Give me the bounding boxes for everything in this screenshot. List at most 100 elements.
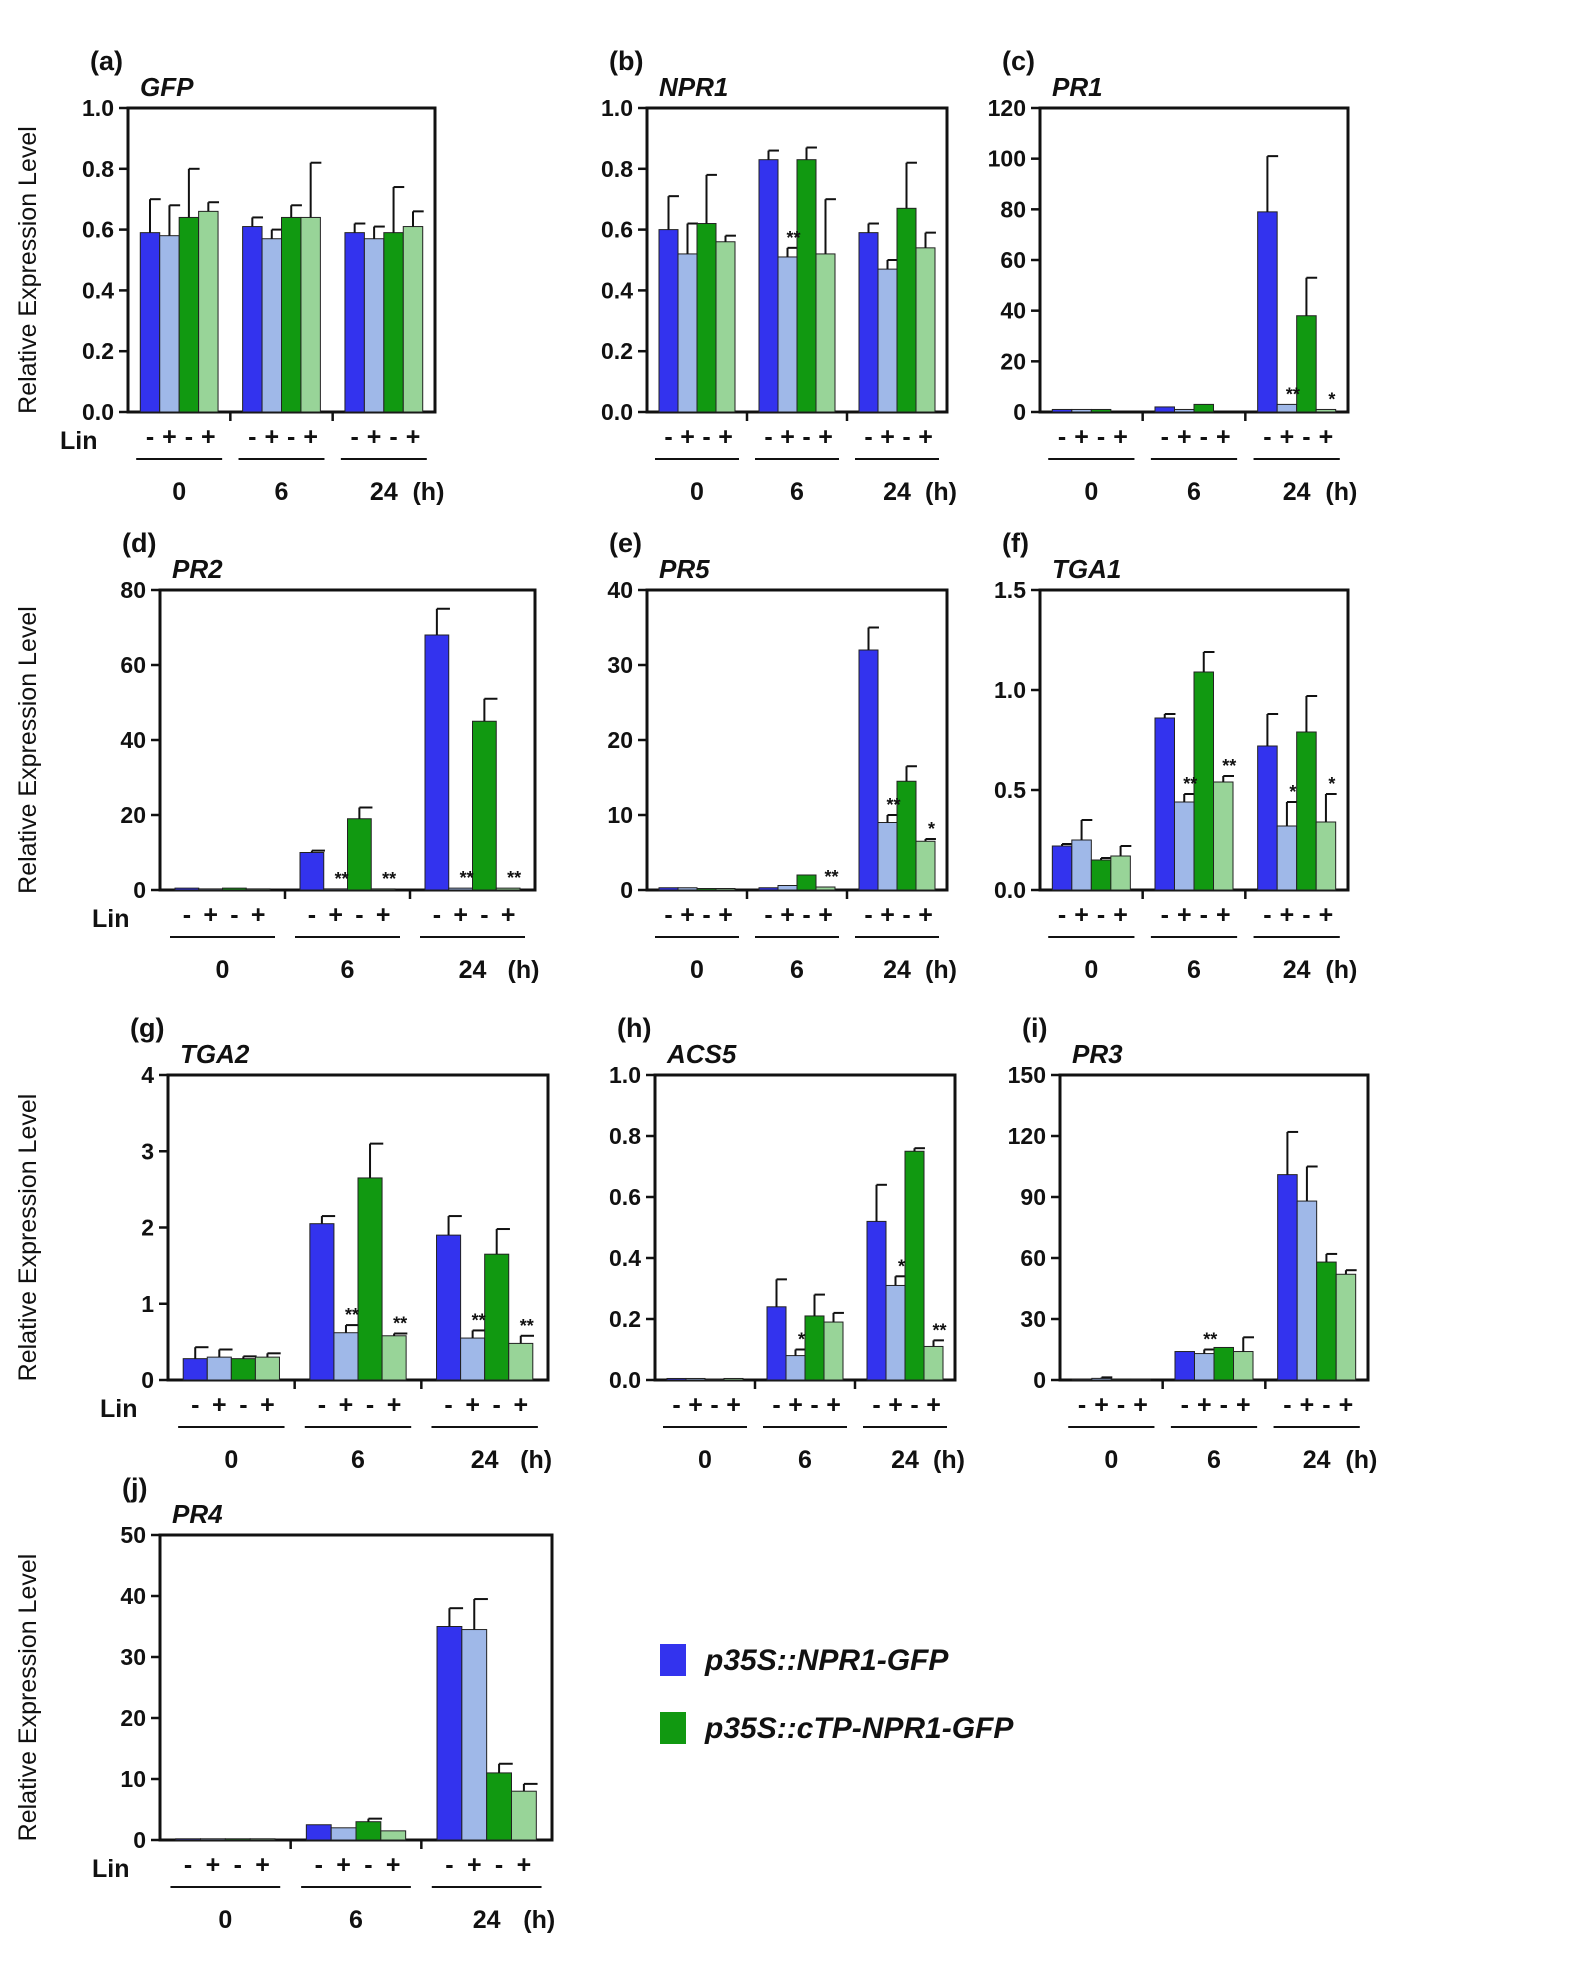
lin-minus-sign: - (1078, 1391, 1086, 1419)
lin-minus-sign: - (495, 1851, 503, 1879)
lin-plus-sign: + (303, 423, 318, 451)
lin-minus-sign: - (1117, 1391, 1125, 1419)
bar (1193, 1353, 1215, 1381)
significance-marker: ** (824, 867, 838, 887)
y-tick-label: 30 (607, 652, 633, 678)
bar (658, 887, 679, 891)
lin-plus-sign: + (465, 1391, 480, 1419)
y-tick-label: 0.8 (609, 1123, 641, 1149)
gene-title: GFP (140, 72, 194, 102)
bar (175, 1838, 202, 1841)
time-label: 6 (351, 1446, 365, 1474)
lin-minus-sign: - (185, 423, 193, 451)
bar (704, 1378, 725, 1381)
chart-panel-f: 0.00.51.01.5- + - +0- + - +6- + - +24 (h)***** *(f)… (994, 528, 1357, 984)
bar (696, 223, 717, 413)
y-tick-label: 0.8 (601, 156, 633, 182)
bar (355, 1821, 382, 1841)
bar (1173, 801, 1195, 891)
bar (796, 874, 817, 891)
time-label: 24 (891, 1446, 919, 1474)
lin-plus-sign: + (1339, 1391, 1354, 1419)
time-label: 24 (883, 956, 911, 984)
lin-minus-sign: - (445, 1851, 453, 1879)
gene-title: PR4 (172, 1499, 223, 1529)
lin-plus-sign: + (1280, 423, 1295, 451)
lin-minus-sign: - (230, 901, 238, 929)
gene-title: TGA2 (180, 1039, 250, 1069)
bar (299, 852, 325, 891)
lin-minus-sign: - (1181, 1391, 1189, 1419)
bar (1173, 408, 1195, 413)
bar (785, 1355, 806, 1381)
bar (178, 216, 200, 413)
time-label: 0 (1104, 1446, 1118, 1474)
legend-label-ctp-npr1-gfp: p35S::cTP-NPR1-GFP (704, 1712, 1014, 1745)
significance-marker: * (928, 819, 935, 839)
bar (815, 886, 836, 891)
bar (139, 232, 161, 413)
lin-plus-sign: + (826, 1391, 841, 1419)
legend-label-npr1-gfp: p35S::NPR1-GFP (704, 1644, 949, 1677)
lin-plus-sign: + (339, 1391, 354, 1419)
bar (1316, 1261, 1337, 1381)
bar (915, 247, 936, 413)
bar (347, 818, 372, 891)
lin-plus-sign: + (1177, 423, 1192, 451)
bar (1335, 1273, 1357, 1381)
bar (305, 1824, 332, 1841)
y-tick-label: 80 (120, 577, 146, 603)
lin-plus-sign: + (680, 423, 695, 451)
bar (508, 1342, 534, 1381)
panel-label: (j) (122, 1473, 147, 1503)
lin-label: Lin (92, 905, 130, 933)
lin-minus-sign: - (191, 1391, 199, 1419)
bar (1110, 855, 1131, 891)
significance-marker: * (1328, 389, 1335, 409)
bar (1071, 408, 1092, 413)
time-label: 6 (341, 956, 355, 984)
lin-plus-sign: + (718, 423, 733, 451)
y-tick-label: 120 (988, 95, 1026, 121)
bar (460, 1337, 486, 1381)
bar (758, 887, 779, 891)
bar (1296, 1200, 1318, 1381)
time-label: 6 (275, 478, 289, 506)
lin-plus-sign: + (255, 1851, 270, 1879)
bar (484, 1253, 510, 1381)
bar (261, 238, 283, 413)
y-tick-label: 0 (1013, 399, 1026, 425)
lin-minus-sign: - (802, 901, 810, 929)
bar (174, 887, 200, 891)
bar (230, 1358, 256, 1381)
lin-plus-sign: + (718, 901, 733, 929)
y-tick-label: 0.5 (994, 777, 1026, 803)
significance-marker: ** (460, 868, 474, 888)
bar (323, 888, 348, 891)
bar (198, 888, 223, 891)
time-label: 0 (218, 1906, 232, 1934)
lin-label: Lin (92, 1855, 130, 1883)
bar (198, 210, 219, 413)
bar (804, 1315, 825, 1381)
lin-minus-sign: - (1161, 423, 1169, 451)
lin-plus-sign: + (818, 423, 833, 451)
y-tick-label: 1.5 (994, 577, 1026, 603)
lin-plus-sign: + (918, 901, 933, 929)
lin-plus-sign: + (780, 423, 795, 451)
y-tick-label: 0 (133, 1827, 146, 1853)
bar (357, 1177, 383, 1381)
time-unit: (h) (1325, 478, 1357, 506)
lin-minus-sign: - (1097, 423, 1105, 451)
time-label: 0 (690, 478, 704, 506)
y-tick-label: 150 (1008, 1062, 1046, 1088)
bar (249, 1838, 276, 1841)
lin-plus-sign: + (376, 901, 391, 929)
time-label: 6 (790, 956, 804, 984)
y-tick-label: 0 (620, 877, 633, 903)
lin-minus-sign: - (872, 1391, 880, 1419)
bar (300, 216, 321, 413)
lin-plus-sign: + (918, 423, 933, 451)
